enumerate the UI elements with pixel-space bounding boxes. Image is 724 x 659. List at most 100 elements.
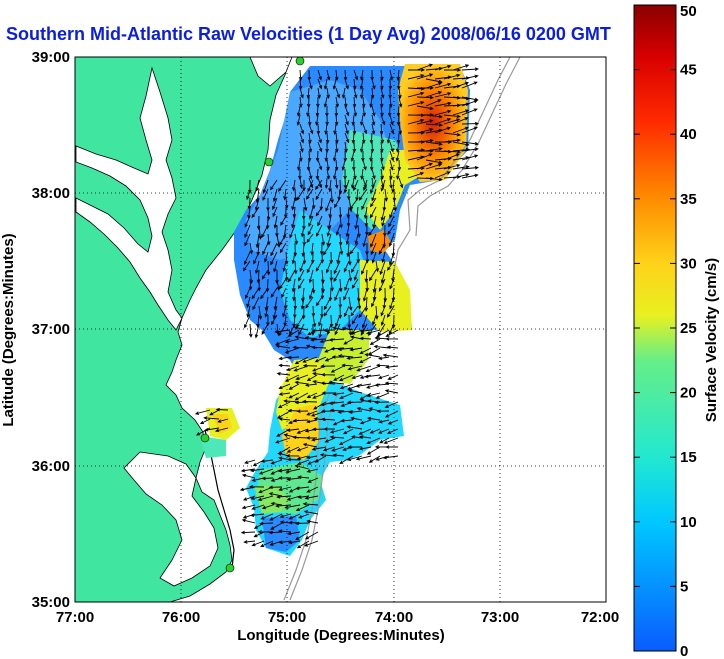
velocity-vector	[425, 177, 443, 182]
velocity-vector	[345, 233, 350, 246]
velocity-vector	[324, 150, 329, 162]
velocity-vector	[306, 392, 318, 398]
velocity-vector	[386, 345, 399, 349]
velocity-vector	[294, 521, 310, 526]
velocity-vector	[398, 123, 402, 135]
velocity-vector	[308, 141, 313, 153]
velocity-vector	[315, 179, 323, 191]
velocity-vector	[285, 454, 300, 458]
y-tick-label: 36:00	[32, 458, 70, 475]
velocity-vector	[327, 215, 332, 230]
velocity-vector	[296, 428, 309, 434]
velocity-vector	[369, 338, 381, 346]
velocity-vector	[294, 380, 309, 385]
velocity-vector	[371, 251, 377, 264]
map-title: Southern Mid-Atlantic Raw Velocities (1 …	[6, 24, 611, 44]
velocity-vector	[306, 159, 311, 172]
velocity-vector	[275, 504, 292, 508]
velocity-vector	[350, 150, 355, 162]
velocity-vector	[306, 233, 314, 243]
velocity-vector	[303, 510, 319, 515]
velocity-vector	[353, 179, 359, 192]
velocity-vector	[317, 69, 322, 81]
velocity-vector	[335, 224, 341, 236]
velocity-vector	[277, 410, 291, 419]
velocity-vector	[291, 251, 296, 265]
velocity-vector	[370, 179, 377, 194]
velocity-vector	[372, 278, 377, 294]
velocity-vector	[244, 287, 251, 300]
velocity-vector	[260, 287, 269, 300]
velocity-vector	[382, 455, 399, 460]
velocity-vector	[264, 305, 269, 318]
velocity-vector	[362, 123, 368, 135]
velocity-vector	[443, 150, 462, 154]
velocity-vector	[306, 519, 319, 524]
velocity-vector	[344, 114, 349, 126]
velocity-vector	[194, 409, 211, 415]
velocity-vector	[292, 418, 309, 423]
velocity-vector	[371, 296, 377, 308]
velocity-vector	[434, 171, 451, 179]
velocity-vector	[303, 540, 319, 547]
velocity-vector	[361, 314, 368, 329]
velocity-vector	[296, 105, 301, 117]
velocity-vector	[308, 177, 314, 189]
velocity-vector	[461, 141, 479, 146]
velocity-vector	[306, 374, 318, 382]
velocity-vector	[383, 437, 399, 444]
velocity-vector	[329, 408, 345, 413]
velocity-vector	[308, 215, 314, 227]
velocity-vector	[304, 531, 319, 540]
velocity-vector	[241, 473, 256, 479]
colorbar-tick-label: 25	[680, 320, 697, 337]
velocity-vector	[317, 78, 323, 90]
velocity-vector	[264, 251, 269, 263]
velocity-vector	[388, 233, 395, 247]
velocity-vector	[334, 159, 339, 172]
velocity-vector	[257, 495, 274, 502]
velocity-vector	[359, 141, 364, 153]
velocity-vector	[321, 391, 336, 395]
velocity-vector	[461, 67, 480, 71]
velocity-vector	[296, 540, 310, 549]
velocity-vector	[341, 87, 346, 99]
velocity-vector	[339, 383, 354, 390]
velocity-vector	[259, 521, 274, 526]
velocity-vector	[249, 323, 253, 338]
velocity-vector	[371, 123, 376, 135]
station-marker	[225, 563, 235, 573]
y-tick-labels: 39:00 38:00 37:00 36:00 35:00	[32, 49, 70, 611]
velocity-vector	[260, 513, 274, 520]
velocity-vector	[315, 188, 323, 201]
velocity-vector	[303, 197, 308, 212]
velocity-vector	[372, 215, 377, 229]
velocity-vector	[425, 147, 443, 152]
velocity-vector	[398, 177, 404, 189]
velocity-vector	[434, 82, 452, 89]
velocity-vector	[452, 165, 470, 170]
velocity-vector	[329, 435, 345, 439]
velocity-vector	[380, 105, 384, 117]
velocity-vector	[315, 296, 323, 307]
velocity-vector	[248, 278, 253, 291]
velocity-vector	[261, 323, 269, 335]
velocity-vector	[262, 188, 269, 201]
velocity-vector	[371, 78, 376, 90]
x-tick-label: 73:00	[481, 609, 519, 626]
velocity-vector	[204, 427, 220, 432]
colorbar-ticks: 0 5 10 15 20 25 30 35 40 45 50	[634, 3, 697, 659]
velocity-vector	[416, 86, 435, 90]
velocity-vector	[306, 87, 311, 100]
velocity-vector	[302, 443, 318, 448]
velocity-vector	[335, 87, 341, 99]
velocity-vector	[279, 242, 287, 254]
velocity-vector	[347, 389, 363, 394]
velocity-vector	[380, 179, 386, 192]
velocity-vector	[323, 427, 336, 431]
velocity-vector	[348, 251, 352, 266]
velocity-vector	[320, 381, 336, 385]
velocity-vector	[369, 159, 374, 172]
velocity-vector	[452, 173, 470, 179]
